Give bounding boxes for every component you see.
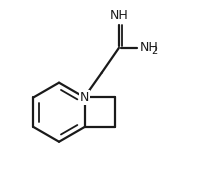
Text: 2: 2	[151, 46, 157, 56]
Text: NH: NH	[140, 41, 159, 54]
Text: N: N	[80, 91, 89, 104]
Text: NH: NH	[110, 9, 128, 22]
